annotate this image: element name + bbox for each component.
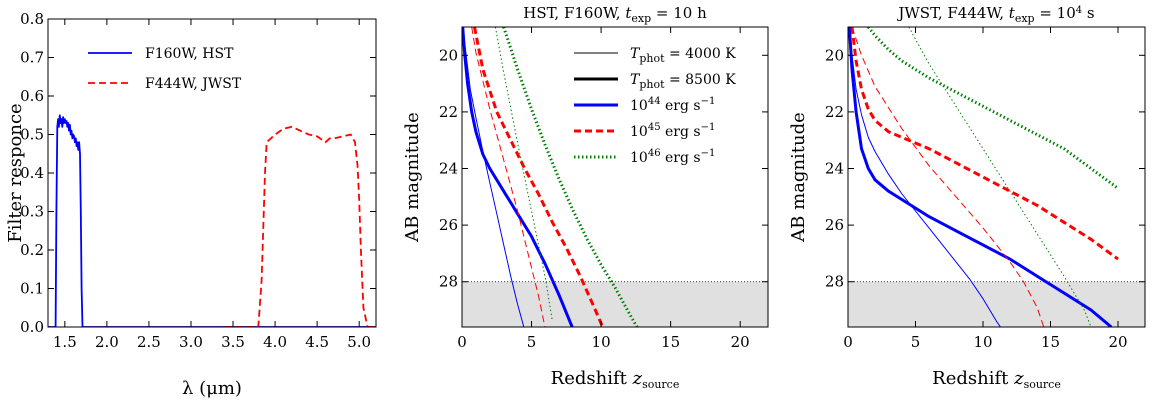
series-1e44-8500K xyxy=(848,27,1113,327)
series-1e46-8500K xyxy=(867,27,1119,190)
y-tick-label: 0.4 xyxy=(20,164,44,182)
x-tick-label: 2.5 xyxy=(137,333,161,351)
x-axis-title: λ (μm) xyxy=(182,378,242,399)
y-tick-label: 22 xyxy=(439,103,458,121)
x-tick-label: 10 xyxy=(973,333,992,351)
y-tick-label: 26 xyxy=(825,216,844,234)
x-tick-label: 3.0 xyxy=(179,333,203,351)
x-tick-label: 2.0 xyxy=(95,333,119,351)
x-tick-label: 4.0 xyxy=(263,333,287,351)
x-tick-label: 5 xyxy=(911,333,921,351)
y-tick-label: 0.6 xyxy=(20,87,44,105)
x-tick-label: 0 xyxy=(457,333,467,351)
series-1e46-4000K xyxy=(908,27,1092,327)
undetectable-region xyxy=(848,281,1145,327)
x-tick-label: 20 xyxy=(731,333,750,351)
y-tick-label: 0.7 xyxy=(20,49,44,67)
legend-label-0: F160W, HST xyxy=(145,46,234,62)
series-1e45-4000K xyxy=(851,27,1045,327)
x-tick-label: 4.5 xyxy=(305,333,329,351)
series-1e45-8500K xyxy=(850,27,1119,261)
x-tick-label: 5 xyxy=(527,333,537,351)
x-tick-label: 20 xyxy=(1108,333,1127,351)
series-1e45-4000K xyxy=(471,27,546,327)
y-tick-label: 28 xyxy=(825,273,844,291)
x-tick-label: 10 xyxy=(592,333,611,351)
x-tick-label: 3.5 xyxy=(221,333,245,351)
undetectable-region xyxy=(462,281,768,327)
legend-label-3: 1045 erg s−1 xyxy=(630,122,715,140)
series-0 xyxy=(48,114,376,327)
panel-title: HST, F160W, texp = 10 h xyxy=(523,4,707,25)
series-1e46-8500K xyxy=(502,27,639,327)
legend-label-2: 1044 erg s−1 xyxy=(630,96,715,114)
y-tick-label: 0.3 xyxy=(20,203,44,221)
y-tick-label: 20 xyxy=(439,46,458,64)
y-axis-title: Filter responce xyxy=(5,103,26,242)
y-tick-label: 0.1 xyxy=(20,280,44,298)
axes-frame xyxy=(461,26,769,328)
filter-response-panel: 1.5 2.0 2.5 3.0 3.5 4.0 4.5 5.0 0.0 0.1 0.2 0.3 0.4 0… xyxy=(5,10,377,399)
legend-label-1: F444W, JWST xyxy=(145,76,242,92)
legend-label-0: Tphot = 4000 K xyxy=(630,46,736,65)
y-axis-title: AB magnitude xyxy=(402,112,423,243)
y-tick-label: 24 xyxy=(439,160,458,178)
x-tick-label: 15 xyxy=(1041,333,1060,351)
y-tick-label: 22 xyxy=(825,103,844,121)
y-tick-label: 24 xyxy=(825,160,844,178)
series-1 xyxy=(224,125,376,327)
y-tick-label: 28 xyxy=(439,273,458,291)
series-1e44-8500K xyxy=(462,27,574,327)
y-tick-label: 0.5 xyxy=(20,126,44,144)
x-tick-label: 0 xyxy=(843,333,853,351)
axes-frame xyxy=(47,18,377,328)
y-tick-label: 26 xyxy=(439,216,458,234)
hst-magnitude-panel: 0 5 10 15 20 20 22 24 26 28 AB magnitude Redshift z… xyxy=(402,4,769,391)
x-axis-title: Redshift zsource xyxy=(932,368,1061,391)
legend-label-4: 1046 erg s−1 xyxy=(630,148,715,166)
series-1e46-4000K xyxy=(494,27,553,322)
legend-label-1: Tphot = 8500 K xyxy=(630,72,736,91)
series-1e44-4000K xyxy=(462,27,525,327)
axes-frame xyxy=(847,26,1146,328)
x-axis-title: Redshift zsource xyxy=(551,368,680,391)
y-axis-title: AB magnitude xyxy=(788,112,809,243)
jwst-magnitude-panel: 0 5 10 15 20 20 22 24 26 28 AB magnitude Redshift z… xyxy=(788,4,1146,391)
series-1e45-8500K xyxy=(473,27,605,327)
x-tick-label: 1.5 xyxy=(53,333,77,351)
y-tick-label: 0.8 xyxy=(20,10,44,28)
x-tick-label: 15 xyxy=(661,333,680,351)
y-tick-label: 0.0 xyxy=(20,318,44,336)
y-tick-label: 0.2 xyxy=(20,241,44,259)
x-tick-label: 5.0 xyxy=(347,333,371,351)
y-tick-label: 20 xyxy=(825,46,844,64)
panel-title: JWST, F444W, texp = 104 s xyxy=(896,4,1094,25)
